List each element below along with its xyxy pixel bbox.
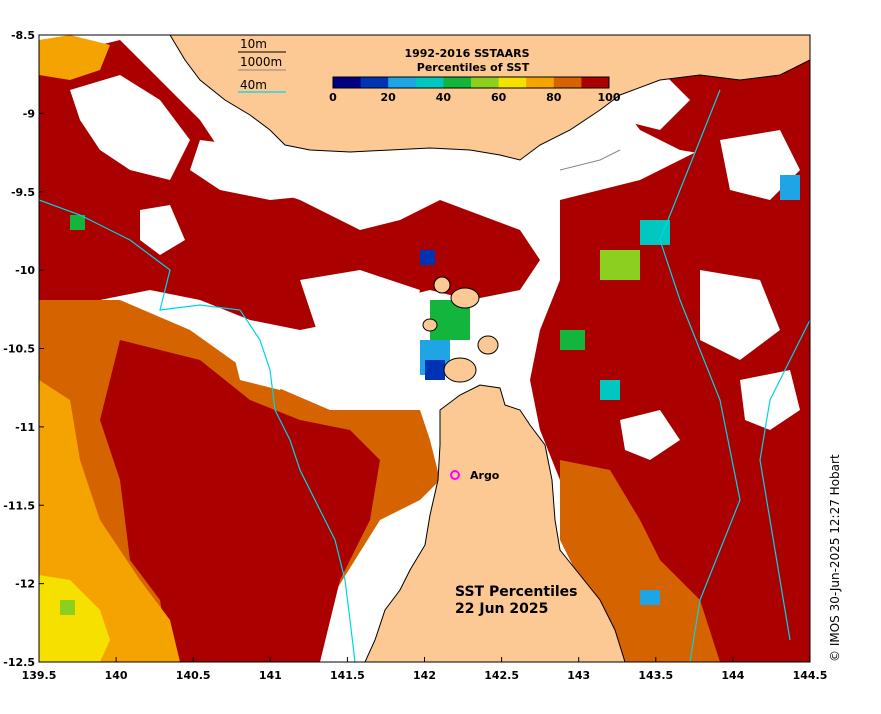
x-tick-label: 139.5 — [22, 669, 57, 682]
speckle — [425, 360, 445, 380]
land-cape-york — [364, 384, 626, 662]
colorbar-frame — [332, 76, 610, 89]
x-tick-label: 142.5 — [484, 669, 519, 682]
contour-legend-label-40m: 40m — [240, 78, 267, 92]
x-axis: 139.5 140 140.5 141 141.5 142 142.5 143 143.5 144… — [22, 657, 828, 682]
speckle — [600, 380, 620, 400]
colorbar-tick-label: 100 — [598, 91, 621, 104]
y-tick-label: -11 — [15, 421, 35, 434]
map-title-line1: SST Percentiles — [455, 584, 578, 600]
contour-40m — [39, 199, 356, 662]
colorbar-swatch — [333, 77, 362, 88]
y-tick-label: -8.5 — [11, 29, 35, 42]
colorbar-ticks: 0 20 40 60 80 100 — [329, 91, 621, 104]
colorbar-tick-label: 20 — [381, 91, 397, 104]
y-axis: -8.5 -9 -9.5 -10 -10.5 -11 -11.5 -12 -12.5 — [3, 29, 44, 669]
x-tick-label: 140.5 — [176, 669, 211, 682]
colorbar-swatch — [581, 77, 610, 88]
speckle — [780, 175, 800, 200]
x-tick-label: 144.5 — [793, 669, 828, 682]
cloud-patch — [190, 140, 330, 200]
bathymetry-contours — [39, 89, 810, 662]
colorbar-swatch — [360, 77, 389, 88]
colorbar-legend: 1992-2016 SSTAARS Percentiles of SST 0 20… — [329, 47, 621, 104]
speckle — [600, 250, 640, 280]
colorbar-swatch — [415, 77, 444, 88]
y-tick-label: -10 — [15, 264, 35, 277]
y-tick-label: -12.5 — [3, 656, 35, 669]
cloud-patch — [230, 330, 300, 390]
map-plot-area: Argo SST Percentiles 22 Jun 2025 10m 100… — [39, 35, 810, 662]
speckle — [640, 220, 670, 245]
sst-red-main — [100, 340, 380, 662]
colorbar-tick-label: 80 — [546, 91, 562, 104]
sst-fields — [39, 35, 810, 662]
y-tick-label: -10.5 — [3, 343, 35, 356]
colorbar-swatch — [443, 77, 472, 88]
x-tick-label: 143.5 — [638, 669, 673, 682]
argo-float-marker[interactable] — [450, 470, 460, 480]
colorbar-tick-label: 0 — [329, 91, 337, 104]
cloud-patch — [300, 270, 420, 350]
colorbar-swatches — [333, 77, 610, 88]
island — [433, 276, 451, 294]
contour-40m — [659, 89, 741, 662]
colorbar-swatch — [388, 77, 417, 88]
cloud-patch — [70, 75, 190, 180]
speckle — [420, 250, 435, 265]
contour-legend-label-10m: 10m — [240, 37, 267, 51]
contour-1000m — [559, 149, 621, 171]
y-tick-label: -9 — [23, 107, 35, 120]
torres-strait-islands — [422, 276, 499, 383]
cloud-patch — [700, 270, 780, 360]
island — [443, 357, 477, 383]
island — [477, 335, 499, 355]
map-title-line2: 22 Jun 2025 — [455, 601, 548, 617]
x-tick-label: 141 — [259, 669, 282, 682]
x-tick-label: 144 — [721, 669, 744, 682]
speckle — [640, 590, 660, 605]
contour-legend: 10m 1000m 40m — [238, 37, 286, 93]
colorbar-title-line1: 1992-2016 SSTAARS — [404, 47, 529, 60]
colorbar-swatch — [526, 77, 555, 88]
x-tick-label: 141.5 — [330, 669, 365, 682]
island — [450, 287, 480, 309]
speckle — [560, 330, 585, 350]
speckle — [60, 600, 75, 615]
cloud-patch — [140, 205, 185, 255]
colorbar-title-line2: Percentiles of SST — [417, 61, 530, 74]
speckle — [70, 215, 85, 230]
colorbar-tick-label: 60 — [491, 91, 507, 104]
colorbar-swatch — [553, 77, 582, 88]
contour-legend-label-1000m: 1000m — [240, 55, 282, 69]
land-new-guinea — [169, 35, 810, 161]
contour-40m — [759, 319, 810, 641]
x-tick-label: 143 — [567, 669, 590, 682]
y-tick-label: -9.5 — [11, 186, 35, 199]
x-tick-label: 140 — [105, 669, 128, 682]
cloud-patch — [620, 410, 680, 460]
argo-label: Argo — [470, 469, 500, 482]
y-tick-label: -11.5 — [3, 499, 35, 512]
island — [422, 318, 438, 332]
x-tick-label: 142 — [413, 669, 436, 682]
colorbar-swatch — [471, 77, 500, 88]
colorbar-swatch — [498, 77, 527, 88]
sst-yellow-sw — [39, 575, 110, 662]
y-tick-label: -12 — [15, 578, 35, 591]
colorbar-tick-label: 40 — [436, 91, 452, 104]
sst-amber-nw — [39, 35, 110, 80]
copyright-text: © IMOS 30-Jun-2025 12:27 Hobart — [828, 454, 842, 662]
